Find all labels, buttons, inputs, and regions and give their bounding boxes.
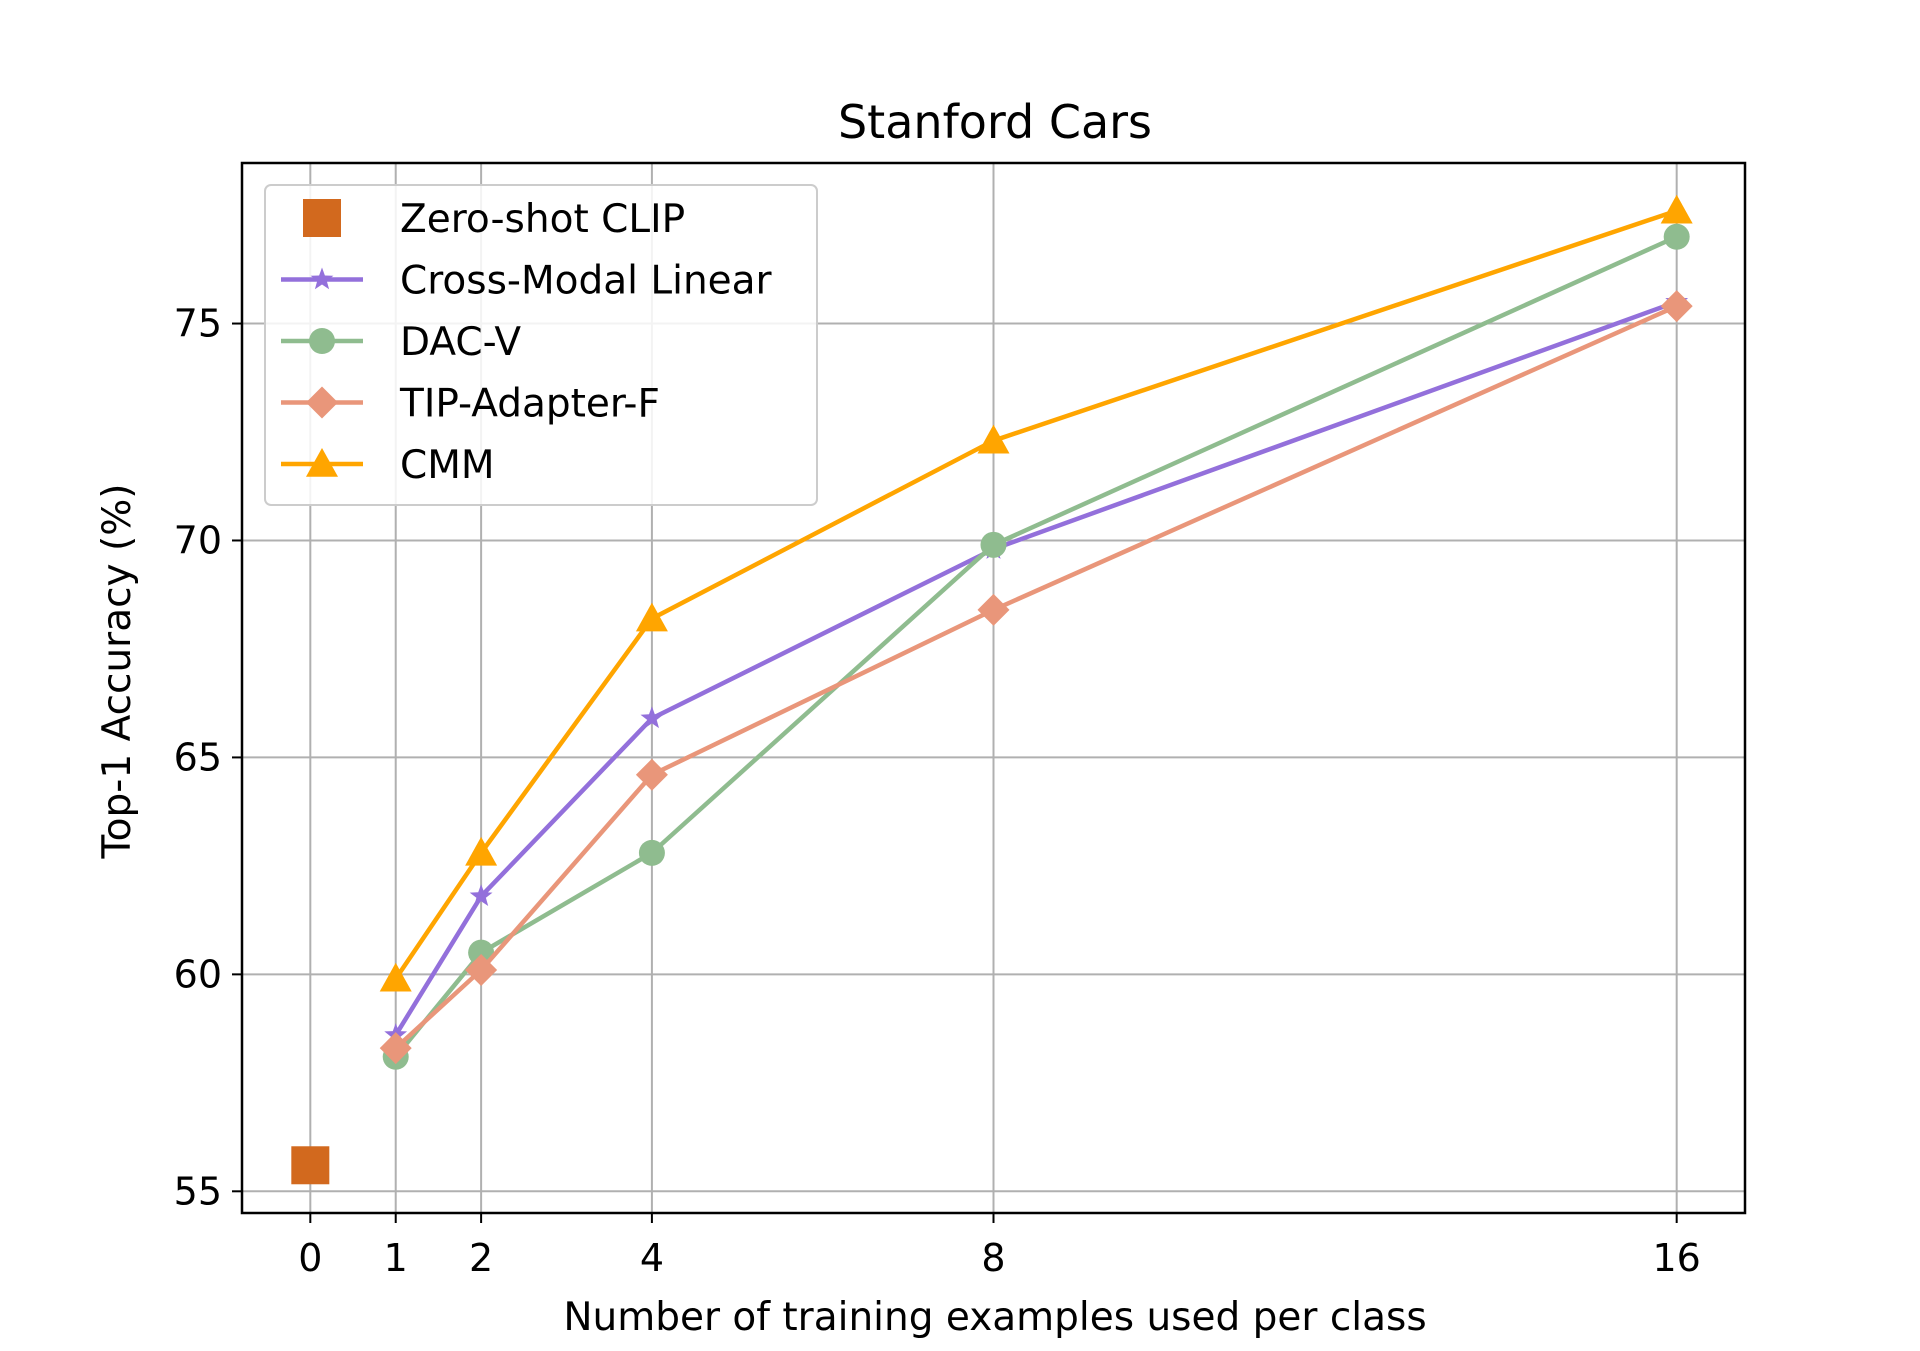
x-tick-label: 2: [469, 1236, 493, 1280]
legend-label: TIP-Adapter-F: [399, 382, 660, 427]
y-axis-label: Top-1 Accuracy (%): [95, 483, 140, 859]
legend-marker: [303, 199, 341, 237]
chart-title: Stanford Cars: [838, 95, 1152, 149]
ticks: 0 1 2 4 8 16 55 60 65 70 75: [174, 302, 1701, 1280]
legend-item-dac-v: DAC-V: [281, 320, 521, 365]
data-point: [469, 884, 493, 906]
y-tick-label: 70: [174, 518, 222, 562]
series-cmm: [379, 194, 1693, 992]
legend-item-tip-adapter-f: TIP-Adapter-F: [281, 382, 660, 427]
data-point: [291, 1146, 330, 1185]
legend-box: [264, 184, 818, 506]
data-point: [977, 593, 1010, 626]
series-layer: [291, 194, 1693, 1185]
data-point: [1660, 290, 1693, 323]
data-point: [635, 758, 668, 791]
legend-item-cross-modal-linear: Cross-Modal Linear: [281, 259, 773, 304]
legend-marker: [306, 386, 338, 419]
x-tick-label: 0: [298, 1236, 322, 1280]
data-point: [468, 939, 495, 966]
data-point: [1663, 223, 1690, 250]
legend-item-cmm: CMM: [281, 443, 495, 488]
legend-label: CMM: [400, 443, 495, 488]
data-point: [635, 602, 668, 632]
data-point: [980, 531, 1007, 558]
legend-label: DAC-V: [400, 320, 521, 365]
data-point: [379, 1032, 412, 1065]
x-tick-label: 4: [640, 1236, 664, 1280]
data-point: [465, 954, 498, 987]
data-point: [465, 836, 498, 866]
legend: Zero-shot CLIP Cross-Modal Linear DAC-V TIP…: [264, 184, 818, 506]
y-tick-label: 65: [174, 735, 222, 779]
x-tick-label: 8: [981, 1236, 1005, 1280]
x-axis-label: Number of training examples used per cla…: [563, 1295, 1426, 1340]
y-tick-label: 75: [174, 302, 222, 346]
data-point: [379, 962, 412, 992]
data-point: [640, 706, 664, 729]
y-tick-label: 55: [174, 1169, 222, 1213]
y-tick-label: 60: [174, 952, 222, 996]
legend-label: Zero-shot CLIP: [400, 197, 685, 242]
legend-marker: [310, 267, 334, 290]
data-point: [977, 424, 1010, 454]
legend-label: Cross-Modal Linear: [400, 259, 773, 304]
series-zero-shot-clip: [291, 1146, 330, 1185]
legend-item-zero-shot-clip: Zero-shot CLIP: [303, 197, 685, 242]
x-tick-label: 16: [1653, 1236, 1701, 1280]
legend-marker: [309, 328, 335, 354]
series-tip-adapter-f: [379, 290, 1693, 1065]
data-point: [638, 839, 665, 866]
data-point: [1660, 194, 1693, 224]
x-tick-label: 1: [384, 1236, 408, 1280]
legend-marker: [306, 448, 338, 477]
